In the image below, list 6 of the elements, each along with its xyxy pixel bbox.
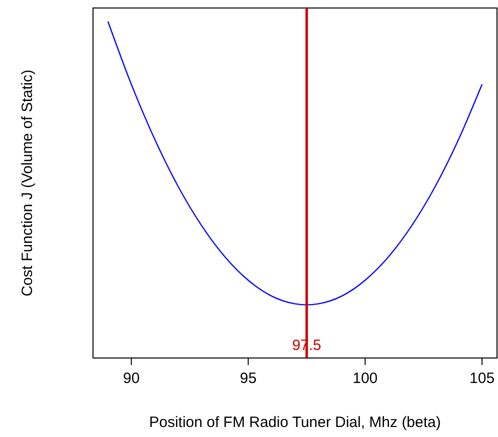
x-tick-label: 100 bbox=[352, 370, 378, 387]
x-tick-label: 90 bbox=[123, 370, 140, 387]
x-tick-label: 105 bbox=[470, 370, 495, 387]
y-axis-title: Cost Function J (Volume of Static) bbox=[19, 70, 36, 296]
x-axis-title: Position of FM Radio Tuner Dial, Mhz (beta) bbox=[149, 414, 441, 431]
x-tick-label: 95 bbox=[240, 370, 257, 387]
